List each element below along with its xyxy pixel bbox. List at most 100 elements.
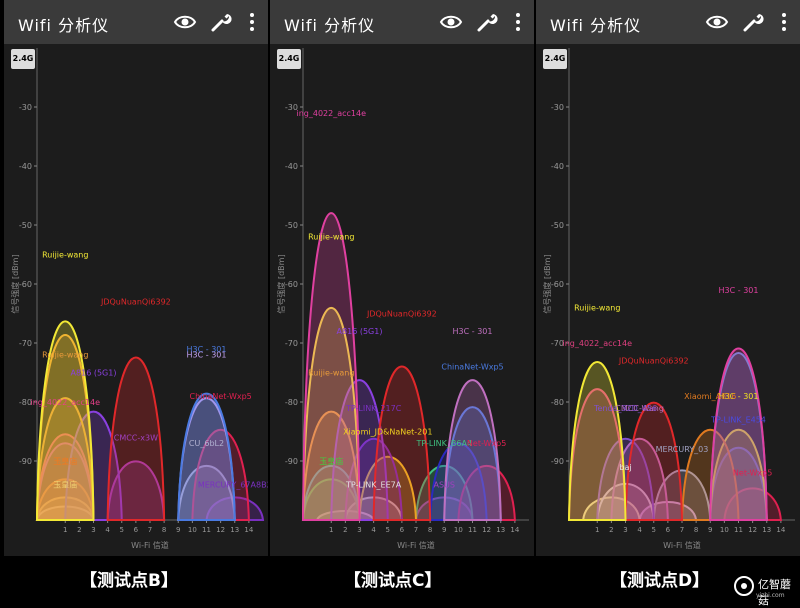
network-label: JDQuNuanQi6392 <box>100 298 171 307</box>
network-label: ing_4022_acc14e <box>30 398 100 407</box>
app-title: Wifi 分析仪 <box>550 16 642 35</box>
network-curve-shape <box>443 379 502 521</box>
y-axis-label: 信号强度 [dBm] <box>542 254 552 313</box>
network-label: 玉皇庙 <box>319 456 343 466</box>
network-label: CMCC-Wang <box>615 404 664 413</box>
band-toggle-button[interactable]: 2.4G <box>543 49 567 69</box>
x-tick-label: 10 <box>720 526 729 534</box>
network-label: Net-Wxp5 <box>733 469 772 478</box>
network-curve-shape <box>301 212 361 521</box>
panel-test-point-b: Wifi 分析仪 -30 -40 -50 -60 -70 -80 -90 1 2 3 4 5 6 7 8 9 1… <box>4 0 268 556</box>
network-curve <box>301 410 361 521</box>
network-curve <box>330 379 389 521</box>
y-tick-label: -80 <box>285 398 298 407</box>
x-tick-label: 1 <box>329 526 333 534</box>
network-curve-shape <box>177 392 236 521</box>
signal-chart: -30-40-50-60-70-80-901 2 3 4 5 6 7 8 9 10 11 12 13 14… <box>542 48 795 550</box>
band-toggle-button[interactable]: 2.4G <box>277 49 301 69</box>
x-tick-label: 4 <box>105 526 110 534</box>
app-bar: Wifi 分析仪 <box>270 0 534 44</box>
x-tick-label: 11 <box>468 526 477 534</box>
band-toggle-button[interactable]: 2.4G <box>11 49 35 69</box>
network-label: H3C - 301 <box>453 327 493 336</box>
y-tick-label: -30 <box>19 103 32 112</box>
x-tick-label: 2 <box>77 526 81 534</box>
network-curve-shape <box>680 428 740 521</box>
network-curve-shape <box>35 397 95 521</box>
network-curve-shape <box>106 356 166 521</box>
network-label: baj <box>619 463 631 472</box>
x-tick-label: 13 <box>230 526 239 534</box>
network-label: TP-LINK_EE7A <box>345 481 402 490</box>
y-tick-label: -80 <box>551 398 564 407</box>
network-curve <box>372 365 432 521</box>
x-tick-label: 8 <box>694 526 698 534</box>
app-title: Wifi 分析仪 <box>18 16 110 35</box>
x-tick-label: 7 <box>148 526 152 534</box>
network-curve <box>301 212 361 521</box>
network-curve <box>177 392 236 521</box>
network-curve <box>596 438 655 521</box>
wrench-icon[interactable] <box>475 10 499 34</box>
network-label: Ruijie-wang <box>308 368 354 377</box>
y-tick-label: -90 <box>19 457 32 466</box>
caption-test-point-b: 【测试点B】 <box>80 571 178 591</box>
eye-icon[interactable] <box>439 10 463 34</box>
y-tick-label: -60 <box>19 280 32 289</box>
x-axis-label: Wi-Fi 信道 <box>131 540 169 550</box>
network-label: ChinaNet-Wxp5 <box>189 392 251 401</box>
x-tick-label: 7 <box>414 526 418 534</box>
more-vert-icon[interactable] <box>240 10 264 34</box>
more-vert-icon[interactable] <box>506 10 530 34</box>
network-label: H3C - 301 <box>719 286 759 295</box>
x-tick-label: 10 <box>454 526 463 534</box>
network-label: ing_4022_acc14e <box>562 339 632 348</box>
network-curve-shape <box>596 438 655 521</box>
network-label: Ruijie-wang <box>308 233 354 242</box>
x-tick-label: 6 <box>400 526 405 534</box>
wrench-icon[interactable] <box>741 10 765 34</box>
app-bar: Wifi 分析仪 <box>536 0 800 44</box>
x-tick-label: 6 <box>666 526 671 534</box>
network-label: ChinaNet-Wxp5 <box>441 363 503 372</box>
x-tick-label: 7 <box>680 526 684 534</box>
x-tick-label: 9 <box>708 526 712 534</box>
network-curve-shape <box>301 307 361 521</box>
network-curve-shape <box>330 379 389 521</box>
network-label: Ruijie-wang <box>574 304 620 313</box>
y-axis-label: 信号强度 [dBm] <box>10 254 20 313</box>
eye-icon[interactable] <box>705 10 729 34</box>
y-tick-label: -60 <box>551 280 564 289</box>
network-label: 玉皇庙 <box>53 480 77 490</box>
y-axis-label: 信号强度 [dBm] <box>276 254 286 313</box>
eye-icon[interactable] <box>173 10 197 34</box>
x-tick-label: 3 <box>91 526 95 534</box>
app-title: Wifi 分析仪 <box>284 16 376 35</box>
y-tick-label: -40 <box>285 162 298 171</box>
wrench-icon[interactable] <box>209 10 233 34</box>
network-curve-shape <box>35 320 95 521</box>
network-curve <box>35 397 95 521</box>
x-tick-label: 4 <box>637 526 642 534</box>
y-tick-label: -90 <box>551 457 564 466</box>
network-label: CU_6bL2 <box>189 439 224 448</box>
logo-text: 亿智蘑菇 <box>758 578 791 607</box>
network-curve <box>35 320 95 521</box>
network-curve-shape <box>709 428 768 521</box>
app-bar: Wifi 分析仪 <box>4 0 268 44</box>
network-label: Net-Wxp5 <box>467 439 506 448</box>
x-tick-label: 3 <box>623 526 627 534</box>
signal-chart: -30-40-50-60-70-80-901 2 3 4 5 6 7 8 9 10 11 12 13 14… <box>276 48 529 550</box>
caption-test-point-c: 【测试点C】 <box>344 571 442 591</box>
network-curve-shape <box>624 401 684 521</box>
x-tick-label: 14 <box>776 526 785 534</box>
network-label: H3C - 301 <box>187 351 227 360</box>
more-vert-icon[interactable] <box>772 10 796 34</box>
panel-test-point-d: Wifi 分析仪 -30 -40 -50 -60 -70 -80 -90 1 2 3 4 5 6 7 8 9 1… <box>536 0 800 556</box>
network-curve <box>301 307 361 521</box>
x-tick-label: 9 <box>442 526 446 534</box>
x-tick-label: 10 <box>188 526 197 534</box>
network-label: Xiaomi_A816 <box>684 392 736 401</box>
y-tick-label: -60 <box>285 280 298 289</box>
network-label: ASUS <box>434 481 455 490</box>
